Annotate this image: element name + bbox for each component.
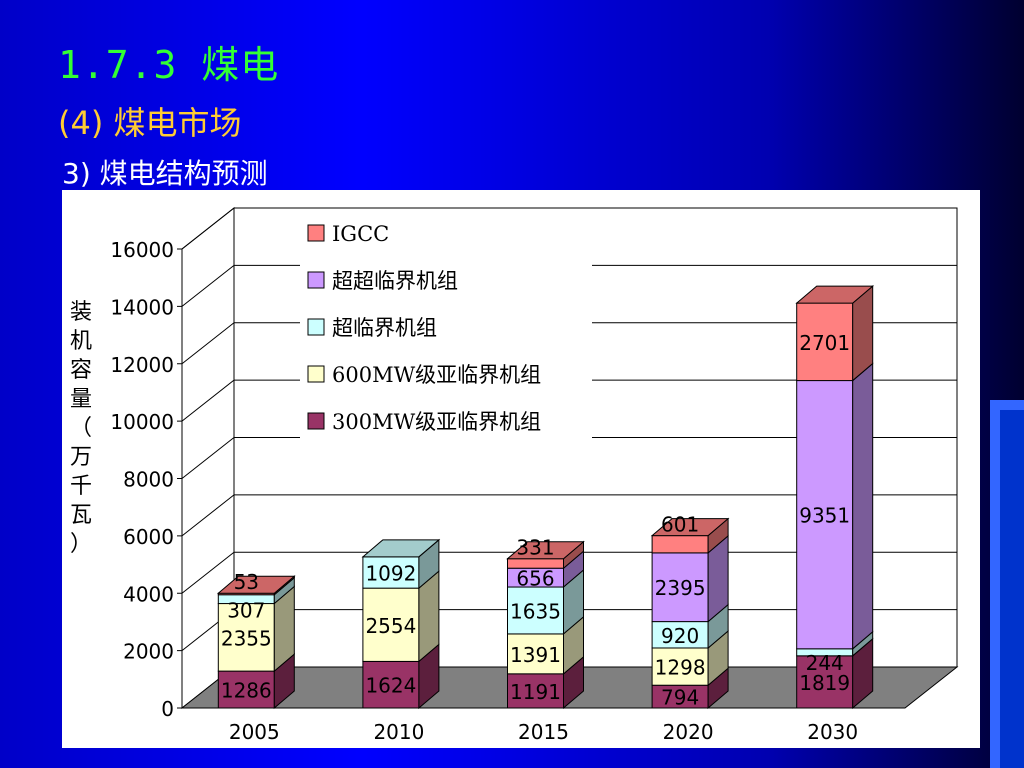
bar-segment <box>217 670 275 709</box>
bar-segment <box>507 633 564 675</box>
data-label: 1391 <box>510 643 561 667</box>
y-tick-label: 0 <box>161 697 174 721</box>
legend-label: 600MW级亚临界机组 <box>332 363 541 387</box>
y-tick-label: 10000 <box>110 410 174 434</box>
y-tick-label: 12000 <box>110 353 174 377</box>
bar-top <box>216 575 296 594</box>
y-axis-label-char: 机 <box>69 329 92 354</box>
y-tick-label: 8000 <box>123 468 174 492</box>
x-tick-label: 2030 <box>807 720 858 744</box>
bar-segment <box>796 655 854 709</box>
data-label: 244 <box>806 651 844 675</box>
data-label: 794 <box>661 686 699 710</box>
data-label: 920 <box>661 624 699 648</box>
legend-swatch <box>307 412 325 430</box>
data-label: 1819 <box>799 671 850 695</box>
data-label: 2355 <box>221 626 272 650</box>
data-label: 601 <box>661 513 699 537</box>
y-axis-label-char: （ <box>69 416 92 441</box>
data-label: 53 <box>234 570 259 594</box>
data-label: 1624 <box>365 674 416 698</box>
y-tick-label: 14000 <box>110 295 174 319</box>
x-tick-label: 2010 <box>373 720 424 744</box>
data-label: 2554 <box>365 614 416 638</box>
data-label: 1286 <box>221 679 272 703</box>
bar-segment <box>651 647 709 686</box>
page-title: 1.7.3 煤电 <box>58 43 280 87</box>
bar-segment <box>217 603 275 672</box>
y-axis-label-char: ） <box>69 532 92 557</box>
legend-label: 300MW级亚临界机组 <box>332 410 541 434</box>
legend-label: 超超临界机组 <box>332 269 458 293</box>
x-tick-label: 2005 <box>229 720 280 744</box>
legend-box <box>300 210 592 441</box>
bar-segment <box>796 380 854 650</box>
grid-line-side <box>181 437 235 479</box>
grid-line-side <box>181 494 235 537</box>
data-label: 331 <box>516 536 554 560</box>
y-axis-label-char: 容 <box>69 358 92 383</box>
y-axis-label-char: 万 <box>69 445 92 470</box>
legend-swatch <box>307 224 325 242</box>
stacked-bar-chart: 0 2000 4000 6000 8000 10000 12000 14000 16000 200… <box>110 206 959 744</box>
data-label: 656 <box>516 567 554 591</box>
bar-segment <box>362 660 420 709</box>
legend-label: IGCC <box>332 222 389 246</box>
data-label: 9351 <box>799 504 850 528</box>
legend-label: 超临界机组 <box>332 316 437 340</box>
grid-line-side <box>181 264 235 307</box>
grid-line-side <box>181 551 235 594</box>
data-label: 307 <box>227 599 265 623</box>
bar-top <box>795 285 875 304</box>
chart-panel: 0 2000 4000 6000 8000 10000 12000 14000 16000 200… <box>62 190 980 748</box>
y-axis-label-char: 瓦 <box>69 503 92 528</box>
bar-segment <box>362 587 420 662</box>
y-tick-label: 2000 <box>123 640 174 664</box>
y-tick-label: 6000 <box>123 525 174 549</box>
bar-segment <box>796 302 854 382</box>
page-subtitle: (4) 煤电市场 <box>58 104 242 142</box>
grid-line-side <box>181 322 235 365</box>
bar-top <box>506 541 585 560</box>
data-label: 1092 <box>365 561 416 585</box>
legend-swatch <box>307 365 325 383</box>
bar-segment <box>362 556 420 589</box>
data-label: 1298 <box>655 656 706 680</box>
section-heading: 3) 煤电结构预测 <box>62 157 268 190</box>
decor-stripe-shadow <box>1000 410 1024 768</box>
data-label: 2395 <box>655 576 706 600</box>
grid-line-side <box>181 207 235 250</box>
bar-top <box>650 518 730 537</box>
x-tick-label: 2015 <box>518 720 569 744</box>
y-tick-label: 16000 <box>110 238 174 262</box>
y-axis-label-char: 装 <box>69 300 92 325</box>
bar-segment <box>651 552 709 623</box>
y-tick-label: 4000 <box>123 582 174 606</box>
grid-line-side <box>181 379 235 422</box>
x-tick-label: 2020 <box>663 720 714 744</box>
y-axis-label: 装机容量 （ 万千瓦 ） <box>68 298 94 559</box>
legend-swatch <box>307 318 325 336</box>
y-axis-label-char: 量 <box>69 387 92 412</box>
bar-segment-side <box>852 362 874 650</box>
bar-segment <box>507 673 564 709</box>
bar-segment <box>651 535 709 554</box>
data-label: 2701 <box>799 331 850 355</box>
bar-top <box>361 539 441 558</box>
data-label: 1191 <box>510 680 561 704</box>
data-label: 1635 <box>510 599 561 623</box>
y-axis-label-char: 千 <box>69 474 92 499</box>
legend-swatch <box>307 271 325 289</box>
